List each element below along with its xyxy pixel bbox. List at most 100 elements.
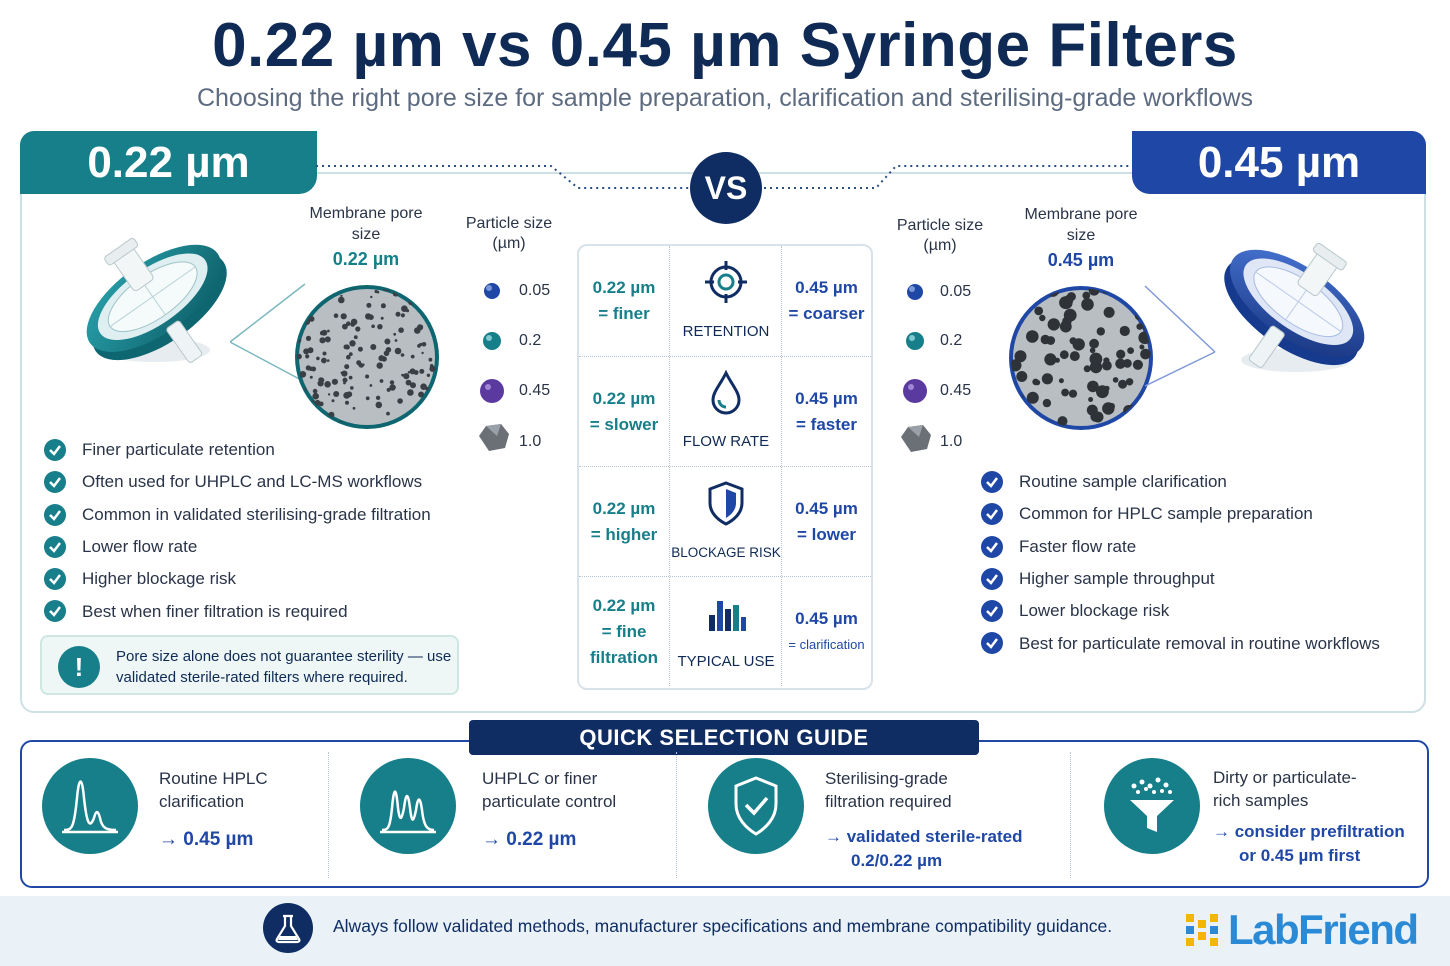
check-icon (981, 535, 1003, 558)
membrane-pore (389, 384, 396, 391)
membrane-pore (393, 332, 397, 336)
membrane-pore (1016, 371, 1028, 382)
membrane-045-label: Membrane pore size 0.45 µm (1021, 204, 1141, 271)
membrane-pore (1047, 318, 1060, 331)
membrane-pore (380, 316, 384, 320)
guide-text-line: Sterilising-grade (825, 769, 948, 788)
membrane-pore (1042, 398, 1052, 408)
guide-result-line: → consider prefiltration (1213, 822, 1405, 841)
membrane-pore (344, 364, 350, 370)
guide-result-line: or 0.45 µm first (1239, 846, 1361, 865)
membrane-pore (1072, 338, 1085, 351)
membrane-pore (1092, 411, 1104, 423)
membrane-pore (1089, 352, 1103, 366)
cell-property: BLOCKAGE RISK (670, 467, 782, 576)
membrane-pore (418, 416, 421, 419)
check-icon (44, 568, 66, 591)
membrane-pore (1032, 378, 1039, 386)
membrane-pore (319, 330, 325, 336)
footer (0, 896, 1450, 966)
cell-line: 0.45 µm (795, 278, 858, 297)
membrane-pore (430, 316, 436, 323)
page-subtitle: Choosing the right pore size for sample … (196, 84, 1254, 112)
membrane-pore (419, 368, 425, 374)
cell-line: 0.45 µm (795, 388, 858, 408)
list-item: Finer particulate retention (44, 434, 524, 466)
membrane-pore (1058, 378, 1064, 384)
membrane-pore (297, 392, 301, 399)
list-item: Often used for UHPLC and LC-MS workflows (44, 466, 524, 498)
membrane-pore (1063, 295, 1074, 305)
membrane-pore (349, 340, 356, 347)
membrane-pore (401, 373, 404, 377)
list-item-label: Higher sample throughput (1019, 569, 1215, 589)
membrane-pore (327, 329, 330, 333)
membrane-pore (312, 392, 319, 400)
list-item: Routine sample clarification (981, 466, 1401, 498)
membrane-pore (320, 421, 326, 427)
membrane-pore (1088, 397, 1094, 402)
magnifier-connector-left (230, 283, 306, 383)
membrane-pore (1119, 325, 1130, 337)
membrane-pore (338, 424, 342, 427)
membrane-pore (317, 294, 323, 300)
vs-badge: VS (690, 152, 762, 224)
membrane-pore (400, 353, 405, 357)
funnel-icon (1104, 758, 1200, 854)
target-icon (705, 261, 747, 303)
cell-line: 0.22 µm (592, 595, 656, 615)
membrane-pore (1091, 353, 1097, 360)
membrane-pore (432, 423, 437, 427)
membrane-pore (1103, 306, 1115, 318)
list-item: Higher blockage risk (44, 563, 524, 595)
membrane-pore (340, 313, 347, 320)
membrane-pore (348, 375, 353, 380)
membrane-pore (1118, 379, 1128, 389)
membrane-pore (1123, 359, 1132, 368)
membrane-pore (1044, 353, 1057, 366)
membrane-pore (405, 379, 412, 386)
membrane-pore (1061, 388, 1069, 397)
cell-022: 0.22 µm = fine filtration (579, 577, 670, 686)
membrane-pore (1011, 302, 1017, 309)
membrane-pore (410, 382, 416, 389)
list-item: Common for HPLC sample preparation (981, 498, 1401, 530)
membrane-pore (365, 374, 370, 379)
check-icon (44, 535, 66, 558)
membrane-pore (369, 384, 373, 387)
guide-result-line: 0.2/0.22 µm (851, 851, 943, 870)
membrane-pore (1088, 288, 1100, 296)
cell-line: = slower (589, 414, 659, 434)
membrane-pore (343, 344, 349, 350)
membrane-pore (371, 324, 375, 329)
membrane-pore (1125, 378, 1134, 386)
membrane-pore (357, 346, 363, 352)
particle-size-value: 0.05 (940, 283, 972, 300)
membrane-pore (299, 298, 307, 305)
guide-text-line: filtration required (825, 792, 952, 811)
membrane-pore (397, 398, 403, 404)
membrane-pore (366, 302, 372, 308)
membrane-pore (341, 370, 348, 377)
membrane-pore (305, 365, 311, 371)
membrane-pore (376, 362, 383, 369)
cell-line: 0.45 µm (795, 498, 858, 518)
membrane-pore (421, 401, 428, 409)
membrane-pore (407, 389, 414, 396)
check-icon (44, 439, 66, 461)
membrane-pore (370, 344, 377, 350)
cell-line: 0.22 µm (592, 388, 656, 408)
membrane-pore (327, 393, 331, 396)
membrane-pore (326, 359, 330, 362)
membrane-pore (1089, 338, 1099, 349)
syringe-filter-blue-image (1224, 242, 1365, 372)
membrane-pore (331, 399, 335, 403)
membrane-pore (404, 290, 409, 295)
membrane-pore (432, 297, 437, 304)
membrane-pore (340, 371, 343, 374)
membrane-pore (1136, 323, 1143, 330)
membrane-pore (409, 368, 416, 375)
guide-result: → 0.22 µm (482, 829, 577, 850)
list-item-label: Finer particulate retention (82, 440, 275, 460)
cell-045: 0.45 µm = faster (782, 357, 871, 466)
